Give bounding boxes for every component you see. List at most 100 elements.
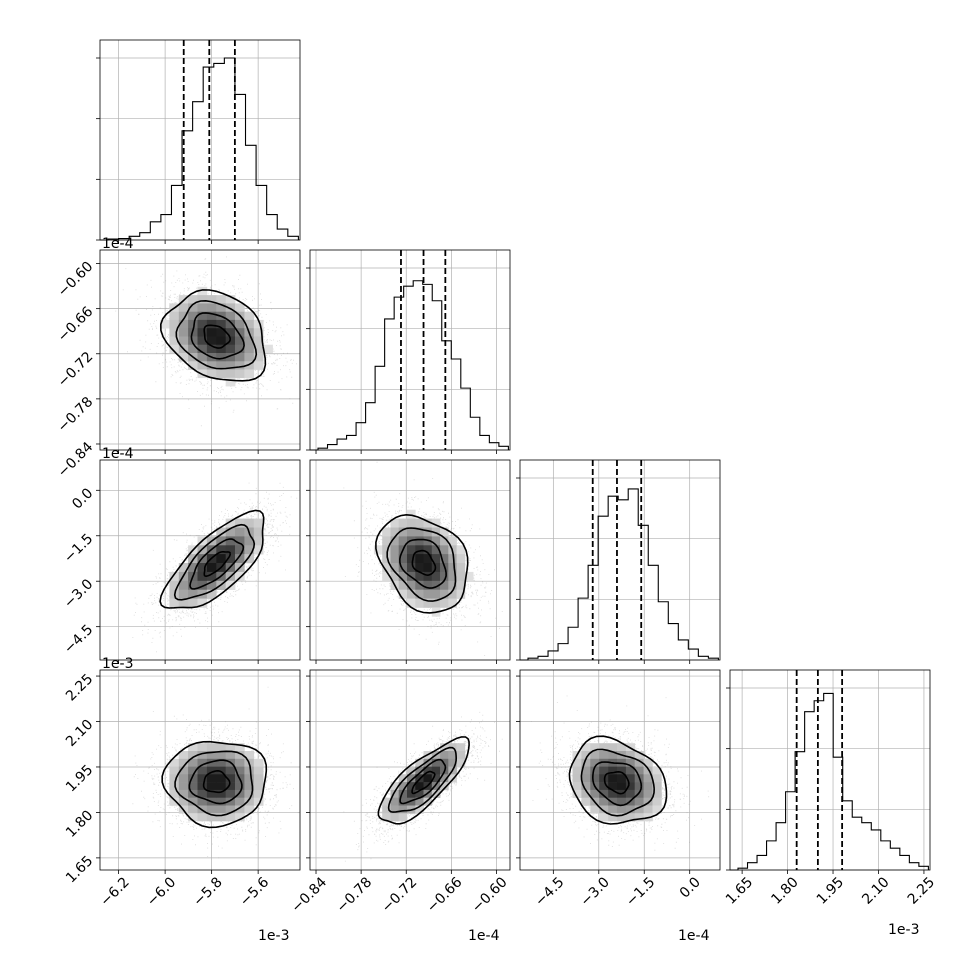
- density-cell: [431, 518, 441, 528]
- density-cell: [206, 361, 217, 370]
- density-cell: [572, 789, 582, 798]
- density-cell: [197, 311, 208, 321]
- density-cell: [382, 571, 391, 582]
- density-cell: [431, 598, 441, 608]
- density-cell: [608, 743, 618, 752]
- density-cell: [225, 766, 236, 775]
- density-cell: [216, 303, 226, 312]
- histogram-bar: [843, 801, 853, 870]
- density-cell: [206, 751, 217, 760]
- density-cell: [423, 527, 433, 537]
- density-cell: [456, 563, 466, 573]
- density-cell: [617, 782, 627, 791]
- density-cell: [160, 319, 170, 329]
- density-cell: [225, 813, 236, 822]
- density-cell: [398, 774, 408, 783]
- y-tick-label: 1.95: [63, 762, 96, 795]
- panel-frame-3-2: [519, 669, 721, 871]
- density-cell: [415, 598, 424, 608]
- density-cell: [169, 580, 180, 590]
- histogram-bar: [748, 863, 758, 870]
- density-cell: [608, 766, 618, 775]
- density-cell: [244, 369, 255, 379]
- density-cell: [197, 571, 208, 582]
- density-cell: [415, 571, 424, 582]
- density-cell: [390, 554, 400, 564]
- x-offset-label: 1e-3: [888, 922, 919, 938]
- histogram-bar: [568, 627, 578, 660]
- density-cell: [216, 295, 226, 304]
- density-cell: [456, 743, 466, 752]
- density-cell: [407, 774, 416, 783]
- density-cell: [244, 797, 255, 806]
- histogram-bar: [862, 823, 872, 870]
- contour-line: [568, 735, 668, 825]
- density-cell: [244, 782, 255, 791]
- density-cell: [188, 563, 198, 573]
- density-cell: [235, 571, 245, 582]
- density-cell: [599, 766, 609, 775]
- density-cell: [225, 751, 236, 760]
- density-cell: [235, 344, 245, 354]
- density-cell: [263, 344, 273, 354]
- density-cell: [244, 805, 255, 814]
- density-cell: [608, 774, 618, 783]
- density-cell: [216, 774, 226, 783]
- density-cell: [407, 766, 416, 775]
- histogram-bar: [881, 841, 891, 870]
- density-cell: [216, 766, 226, 775]
- density-cell: [225, 361, 236, 370]
- density-cell: [253, 518, 264, 528]
- histogram-2: [520, 460, 719, 661]
- x-offset-label: 1e-4: [468, 928, 500, 944]
- density-cell: [197, 286, 208, 296]
- x-tick-label: −0.84: [289, 874, 331, 916]
- density-cell: [178, 336, 189, 346]
- y-offset-label: 1e-3: [102, 656, 133, 672]
- density-cell: [398, 589, 408, 599]
- density-panel-2-0: [132, 482, 298, 653]
- density-cell: [431, 766, 441, 775]
- y-tick-label: 2.25: [63, 671, 96, 704]
- contour-line: [411, 770, 436, 795]
- density-cell: [382, 813, 391, 822]
- density-cell: [581, 797, 591, 806]
- density-cell: [235, 782, 245, 791]
- density-cell: [634, 797, 644, 806]
- contour-line: [399, 758, 447, 805]
- density-cell: [178, 303, 189, 312]
- density-cell: [253, 353, 264, 362]
- density-cell: [188, 766, 198, 775]
- density-cell: [178, 598, 189, 608]
- density-cell: [197, 303, 208, 312]
- histogram-step-line: [730, 692, 929, 871]
- histogram-1: [310, 250, 509, 451]
- histogram-step-line: [100, 57, 299, 241]
- density-cell: [390, 805, 400, 814]
- density-cell: [423, 589, 433, 599]
- density-cell: [590, 751, 600, 760]
- histogram-bar: [598, 516, 608, 660]
- density-cell: [206, 589, 217, 599]
- density-cell: [625, 805, 636, 814]
- panel-frame-3-0: [99, 669, 301, 871]
- density-cell: [216, 813, 226, 822]
- density-cell: [188, 598, 198, 608]
- density-cell: [206, 774, 217, 783]
- density-cell: [608, 789, 618, 798]
- density-cell: [572, 774, 582, 783]
- density-cell: [216, 328, 226, 337]
- density-cell: [456, 758, 466, 767]
- density-cell: [225, 774, 236, 783]
- density-cell: [407, 554, 416, 564]
- histogram-bar: [852, 817, 862, 870]
- density-panel-2-1: [343, 461, 503, 656]
- density-cell: [390, 545, 400, 555]
- density-cell: [398, 789, 408, 798]
- panel-frame-3-3: [729, 669, 931, 871]
- y-tick-label: 2.10: [63, 717, 96, 750]
- density-cell: [608, 805, 618, 814]
- density-cell: [431, 782, 441, 791]
- density-cell: [608, 751, 618, 760]
- density-cell: [581, 751, 591, 760]
